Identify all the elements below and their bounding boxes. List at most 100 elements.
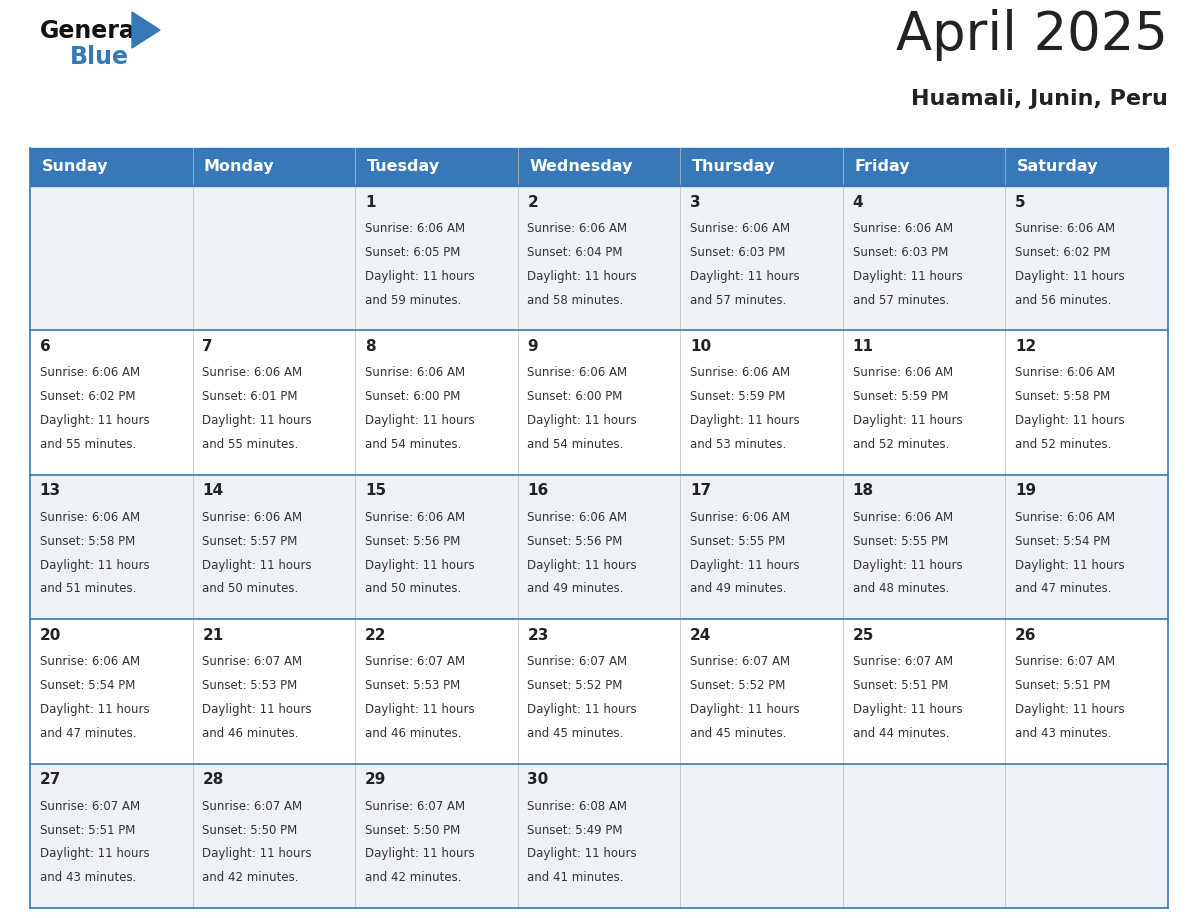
Text: Sunset: 5:58 PM: Sunset: 5:58 PM xyxy=(1016,390,1111,403)
Text: Daylight: 11 hours: Daylight: 11 hours xyxy=(365,558,474,572)
Text: Tuesday: Tuesday xyxy=(367,160,440,174)
Text: Daylight: 11 hours: Daylight: 11 hours xyxy=(365,414,474,427)
Text: Sunset: 5:52 PM: Sunset: 5:52 PM xyxy=(690,679,785,692)
Polygon shape xyxy=(132,12,160,48)
Bar xyxy=(30,764,1168,908)
Text: Daylight: 11 hours: Daylight: 11 hours xyxy=(690,414,800,427)
Text: Sunday: Sunday xyxy=(42,160,108,174)
Text: and 44 minutes.: and 44 minutes. xyxy=(853,727,949,740)
Text: 12: 12 xyxy=(1016,339,1036,354)
Text: 4: 4 xyxy=(853,195,864,209)
Text: and 52 minutes.: and 52 minutes. xyxy=(1016,438,1112,451)
Text: Daylight: 11 hours: Daylight: 11 hours xyxy=(365,847,474,860)
Text: and 50 minutes.: and 50 minutes. xyxy=(202,582,298,596)
Text: Sunset: 6:00 PM: Sunset: 6:00 PM xyxy=(365,390,460,403)
Text: 15: 15 xyxy=(365,484,386,498)
Text: and 45 minutes.: and 45 minutes. xyxy=(527,727,624,740)
Text: Sunrise: 6:06 AM: Sunrise: 6:06 AM xyxy=(365,366,465,379)
Bar xyxy=(355,148,518,186)
Text: Sunset: 5:59 PM: Sunset: 5:59 PM xyxy=(690,390,785,403)
Text: Daylight: 11 hours: Daylight: 11 hours xyxy=(202,414,312,427)
Text: Friday: Friday xyxy=(854,160,910,174)
Bar xyxy=(192,148,355,186)
Text: Sunset: 5:50 PM: Sunset: 5:50 PM xyxy=(365,823,460,836)
Text: 26: 26 xyxy=(1016,628,1037,643)
Text: 6: 6 xyxy=(39,339,51,354)
Text: Sunset: 6:03 PM: Sunset: 6:03 PM xyxy=(853,246,948,259)
Bar xyxy=(30,620,1168,764)
Text: 1: 1 xyxy=(365,195,375,209)
Text: Sunrise: 6:07 AM: Sunrise: 6:07 AM xyxy=(527,655,627,668)
Text: and 52 minutes.: and 52 minutes. xyxy=(853,438,949,451)
Text: 28: 28 xyxy=(202,772,223,788)
Text: Daylight: 11 hours: Daylight: 11 hours xyxy=(202,847,312,860)
Text: Sunrise: 6:06 AM: Sunrise: 6:06 AM xyxy=(39,655,140,668)
Text: Sunrise: 6:06 AM: Sunrise: 6:06 AM xyxy=(853,511,953,524)
Text: and 48 minutes.: and 48 minutes. xyxy=(853,582,949,596)
Text: and 54 minutes.: and 54 minutes. xyxy=(527,438,624,451)
Text: Sunrise: 6:06 AM: Sunrise: 6:06 AM xyxy=(1016,511,1116,524)
Text: Sunrise: 6:07 AM: Sunrise: 6:07 AM xyxy=(202,800,303,812)
Text: Sunrise: 6:07 AM: Sunrise: 6:07 AM xyxy=(365,800,465,812)
Text: Sunset: 6:02 PM: Sunset: 6:02 PM xyxy=(1016,246,1111,259)
Text: 22: 22 xyxy=(365,628,386,643)
Text: Daylight: 11 hours: Daylight: 11 hours xyxy=(365,703,474,716)
Bar xyxy=(30,330,1168,475)
Text: Daylight: 11 hours: Daylight: 11 hours xyxy=(39,414,150,427)
Bar xyxy=(30,148,192,186)
Text: Sunrise: 6:06 AM: Sunrise: 6:06 AM xyxy=(690,222,790,235)
Text: Daylight: 11 hours: Daylight: 11 hours xyxy=(853,414,962,427)
Bar xyxy=(518,148,681,186)
Text: 7: 7 xyxy=(202,339,213,354)
Text: Daylight: 11 hours: Daylight: 11 hours xyxy=(39,847,150,860)
Text: 17: 17 xyxy=(690,484,712,498)
Text: Daylight: 11 hours: Daylight: 11 hours xyxy=(527,847,637,860)
Text: 19: 19 xyxy=(1016,484,1036,498)
Text: Blue: Blue xyxy=(70,45,129,69)
Text: and 49 minutes.: and 49 minutes. xyxy=(690,582,786,596)
Text: Sunrise: 6:07 AM: Sunrise: 6:07 AM xyxy=(365,655,465,668)
Text: Sunset: 5:56 PM: Sunset: 5:56 PM xyxy=(365,534,460,548)
Text: 9: 9 xyxy=(527,339,538,354)
Text: and 55 minutes.: and 55 minutes. xyxy=(202,438,298,451)
Text: Sunset: 5:55 PM: Sunset: 5:55 PM xyxy=(853,534,948,548)
Text: and 59 minutes.: and 59 minutes. xyxy=(365,294,461,307)
Text: April 2025: April 2025 xyxy=(896,9,1168,61)
Text: Sunrise: 6:06 AM: Sunrise: 6:06 AM xyxy=(202,366,303,379)
Text: Daylight: 11 hours: Daylight: 11 hours xyxy=(39,558,150,572)
Text: Sunset: 5:54 PM: Sunset: 5:54 PM xyxy=(1016,534,1111,548)
Text: Thursday: Thursday xyxy=(691,160,775,174)
Text: Sunrise: 6:07 AM: Sunrise: 6:07 AM xyxy=(39,800,140,812)
Text: Daylight: 11 hours: Daylight: 11 hours xyxy=(527,270,637,283)
Text: and 47 minutes.: and 47 minutes. xyxy=(39,727,137,740)
Bar xyxy=(842,148,1005,186)
Text: 21: 21 xyxy=(202,628,223,643)
Text: Daylight: 11 hours: Daylight: 11 hours xyxy=(365,270,474,283)
Text: and 51 minutes.: and 51 minutes. xyxy=(39,582,137,596)
Text: Sunset: 5:52 PM: Sunset: 5:52 PM xyxy=(527,679,623,692)
Text: Sunset: 6:03 PM: Sunset: 6:03 PM xyxy=(690,246,785,259)
Text: 29: 29 xyxy=(365,772,386,788)
Text: Sunrise: 6:06 AM: Sunrise: 6:06 AM xyxy=(527,511,627,524)
Text: and 55 minutes.: and 55 minutes. xyxy=(39,438,135,451)
Text: Daylight: 11 hours: Daylight: 11 hours xyxy=(202,558,312,572)
Text: Daylight: 11 hours: Daylight: 11 hours xyxy=(39,703,150,716)
Text: and 50 minutes.: and 50 minutes. xyxy=(365,582,461,596)
Text: Sunset: 6:02 PM: Sunset: 6:02 PM xyxy=(39,390,135,403)
Text: Daylight: 11 hours: Daylight: 11 hours xyxy=(853,558,962,572)
Text: 16: 16 xyxy=(527,484,549,498)
Text: Sunrise: 6:07 AM: Sunrise: 6:07 AM xyxy=(1016,655,1116,668)
Text: Sunrise: 6:06 AM: Sunrise: 6:06 AM xyxy=(39,511,140,524)
Text: 24: 24 xyxy=(690,628,712,643)
Text: and 45 minutes.: and 45 minutes. xyxy=(690,727,786,740)
Text: Sunrise: 6:06 AM: Sunrise: 6:06 AM xyxy=(853,366,953,379)
Text: and 54 minutes.: and 54 minutes. xyxy=(365,438,461,451)
Text: and 49 minutes.: and 49 minutes. xyxy=(527,582,624,596)
Text: and 41 minutes.: and 41 minutes. xyxy=(527,871,624,884)
Text: Sunset: 5:51 PM: Sunset: 5:51 PM xyxy=(853,679,948,692)
Text: Daylight: 11 hours: Daylight: 11 hours xyxy=(527,703,637,716)
Text: Sunset: 5:54 PM: Sunset: 5:54 PM xyxy=(39,679,135,692)
Text: Daylight: 11 hours: Daylight: 11 hours xyxy=(690,270,800,283)
Text: Sunset: 5:59 PM: Sunset: 5:59 PM xyxy=(853,390,948,403)
Text: Daylight: 11 hours: Daylight: 11 hours xyxy=(690,703,800,716)
